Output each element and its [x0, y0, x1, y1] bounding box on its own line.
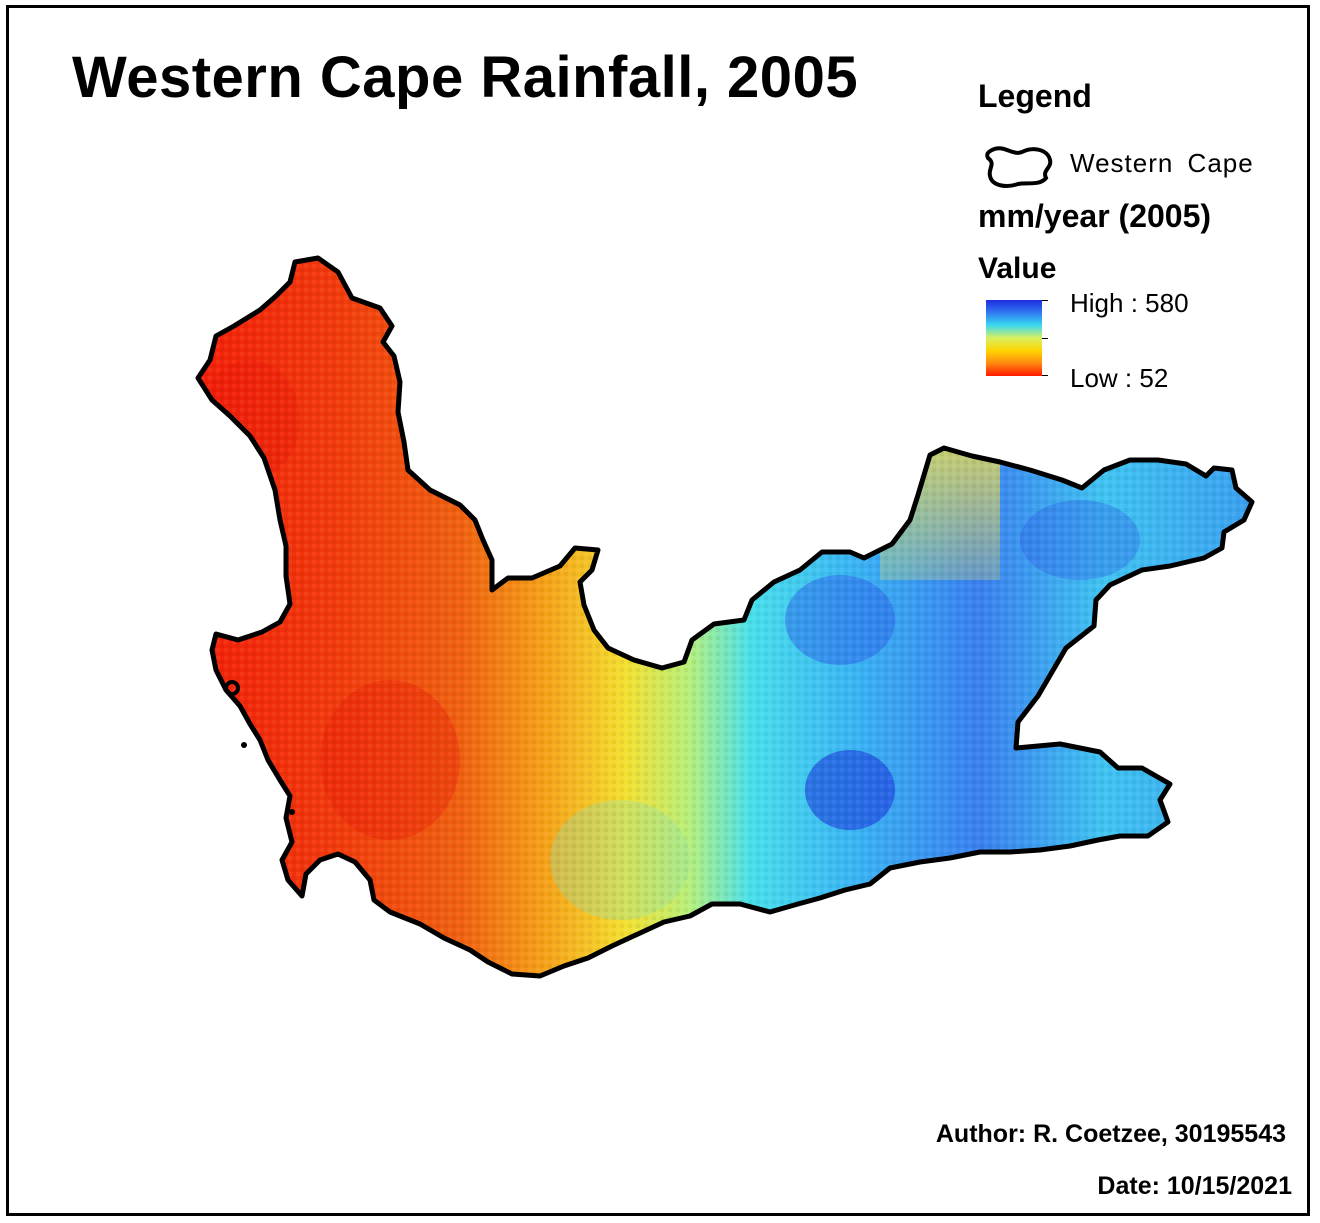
- author-credit: Author: R. Coetzee, 30195543: [935, 1120, 1286, 1148]
- map-title: Western Cape Rainfall, 2005: [72, 45, 859, 110]
- western-cape-boundary: [195, 255, 1255, 979]
- legend: Legend Western Cape mm/year (2005) Value…: [978, 78, 1298, 408]
- legend-field-label: mm/year (2005): [978, 198, 1212, 234]
- coastal-islet: [289, 809, 295, 815]
- ramp-high-label: High : 580: [1070, 288, 1189, 318]
- ramp-low-label: Low : 52: [1070, 363, 1169, 393]
- legend-value-heading: Value: [978, 252, 1057, 285]
- ramp-tick-low: [1042, 375, 1048, 376]
- legend-title: Legend: [978, 78, 1092, 114]
- robben-island: [224, 680, 240, 696]
- ramp-tick-mid: [1042, 338, 1048, 339]
- map-frame: [6, 5, 1310, 1216]
- date-credit: Date: 10/15/2021: [1097, 1172, 1292, 1200]
- ramp-tick-high: [1042, 300, 1048, 301]
- legend-layer-label: Western Cape: [1070, 148, 1254, 178]
- color-ramp: [986, 300, 1042, 376]
- boundary-symbol-icon: [985, 146, 1053, 188]
- coastal-islet: [241, 742, 247, 748]
